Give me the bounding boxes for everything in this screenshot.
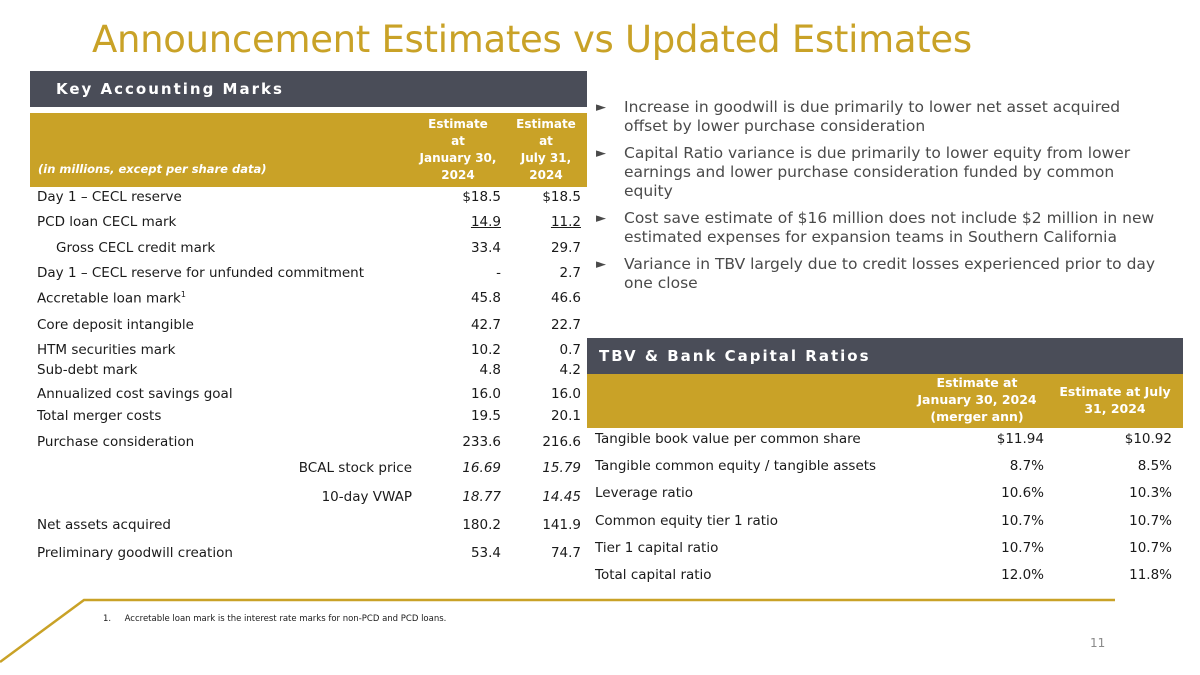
tbv-table-header: Estimate at January 30, 2024 (merger ann… xyxy=(587,374,1183,428)
table-row: Sub-debt mark 4.8 4.2 xyxy=(37,362,581,378)
list-item: ► Variance in TBV largely due to credit … xyxy=(596,255,1156,292)
table-row: Tangible common equity / tangible assets… xyxy=(595,458,1172,474)
table-row: PCD loan CECL mark 14.9 11.2 xyxy=(37,214,581,230)
list-item: ► Capital Ratio variance is due primaril… xyxy=(596,144,1131,200)
page-number: 11 xyxy=(1090,636,1106,650)
key-marks-table-header: Estimate at January 30, 2024 Estimate at… xyxy=(30,113,587,187)
table-row: Annualized cost savings goal 16.0 16.0 xyxy=(37,386,581,402)
table-row: HTM securities mark 10.2 0.7 xyxy=(37,342,581,358)
table-row: Net assets acquired 180.2 141.9 xyxy=(37,517,581,533)
table-row: Gross CECL credit mark 33.4 29.7 xyxy=(56,240,581,256)
table-row: Total merger costs 19.5 20.1 xyxy=(37,408,581,424)
table-row: Leverage ratio 10.6% 10.3% xyxy=(595,485,1172,501)
table-row: BCAL stock price 16.69 15.79 xyxy=(298,460,581,476)
table-row: Purchase consideration 233.6 216.6 xyxy=(37,434,581,450)
table-row: Tangible book value per common share $11… xyxy=(595,431,1172,447)
column-header-january: Estimate at January 30, 2024 xyxy=(419,117,497,182)
table-row: Preliminary goodwill creation 53.4 74.7 xyxy=(37,545,581,561)
table-row: 10-day VWAP 18.77 14.45 xyxy=(321,489,581,505)
arrow-bullet-icon: ► xyxy=(596,211,606,226)
table-row: Day 1 – CECL reserve $18.5 $18.5 xyxy=(37,189,581,205)
table-row: Total capital ratio 12.0% 11.8% xyxy=(595,567,1172,583)
tbv-capital-ratios-header: TBV & Bank Capital Ratios xyxy=(587,338,1183,374)
table-row: Core deposit intangible 42.7 22.7 xyxy=(37,317,581,333)
commentary-bullets: ► Increase in goodwill is due primarily … xyxy=(596,98,1156,301)
table-row: Common equity tier 1 ratio 10.7% 10.7% xyxy=(595,513,1172,529)
footnote: 1. Accretable loan mark is the interest … xyxy=(103,614,447,624)
arrow-bullet-icon: ► xyxy=(596,257,606,272)
section-title: Key Accounting Marks xyxy=(56,80,284,98)
column-header-july: Estimate at July 31, 2024 xyxy=(1059,384,1171,416)
table-row: Tier 1 capital ratio 10.7% 10.7% xyxy=(595,540,1172,556)
key-accounting-marks-header: Key Accounting Marks xyxy=(30,71,587,107)
column-header-january: Estimate at January 30, 2024 (merger ann… xyxy=(917,375,1037,424)
list-item: ► Increase in goodwill is due primarily … xyxy=(596,98,1121,135)
column-header-july: Estimate at July 31, 2024 xyxy=(516,117,576,182)
arrow-bullet-icon: ► xyxy=(596,100,606,115)
table-row: Day 1 – CECL reserve for unfunded commit… xyxy=(37,265,581,281)
footnote-marker: 1 xyxy=(180,290,186,299)
section-title: TBV & Bank Capital Ratios xyxy=(599,347,871,365)
arrow-bullet-icon: ► xyxy=(596,146,606,161)
table-row: Accretable loan mark1 45.8 46.6 xyxy=(37,290,581,307)
units-label: (in millions, except per share data) xyxy=(38,162,267,176)
page-title: Announcement Estimates vs Updated Estima… xyxy=(92,18,972,61)
list-item: ► Cost save estimate of $16 million does… xyxy=(596,209,1155,246)
